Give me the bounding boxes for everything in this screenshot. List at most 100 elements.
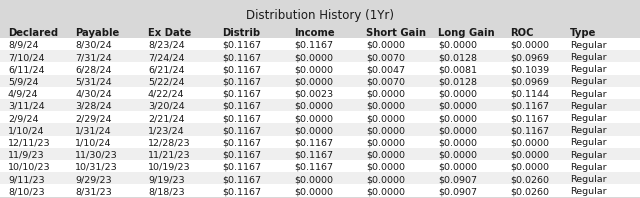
Text: $0.1167: $0.1167 <box>294 151 333 160</box>
Text: Regular: Regular <box>570 77 607 86</box>
Text: Regular: Regular <box>570 187 607 196</box>
Text: 6/28/24: 6/28/24 <box>75 65 111 74</box>
Text: $0.0000: $0.0000 <box>438 41 477 50</box>
Bar <box>0 50 640 62</box>
Text: 3/28/24: 3/28/24 <box>75 102 111 111</box>
Text: 9/19/23: 9/19/23 <box>148 175 184 184</box>
Text: Regular: Regular <box>570 65 607 74</box>
Text: $0.0070: $0.0070 <box>366 77 405 86</box>
Text: $0.0260: $0.0260 <box>510 175 549 184</box>
Text: Ex Date: Ex Date <box>148 28 191 37</box>
Text: Payable: Payable <box>75 28 119 37</box>
Text: 8/9/24: 8/9/24 <box>8 41 38 50</box>
Text: 7/31/24: 7/31/24 <box>75 53 111 62</box>
Text: 12/11/23: 12/11/23 <box>8 138 51 148</box>
Bar <box>0 148 640 160</box>
Text: 8/23/24: 8/23/24 <box>148 41 184 50</box>
Text: Regular: Regular <box>570 175 607 184</box>
Text: 3/20/24: 3/20/24 <box>148 102 184 111</box>
Text: $0.1167: $0.1167 <box>510 102 549 111</box>
Text: $0.0000: $0.0000 <box>366 114 405 123</box>
Text: $0.0000: $0.0000 <box>438 90 477 99</box>
Text: $0.0000: $0.0000 <box>294 175 333 184</box>
Text: $0.0000: $0.0000 <box>294 65 333 74</box>
Text: $0.0000: $0.0000 <box>366 175 405 184</box>
Text: $0.0081: $0.0081 <box>438 65 477 74</box>
Text: $0.0000: $0.0000 <box>294 77 333 86</box>
Text: $0.0000: $0.0000 <box>294 102 333 111</box>
Text: $0.0000: $0.0000 <box>438 102 477 111</box>
Text: 2/29/24: 2/29/24 <box>75 114 111 123</box>
Text: $0.0128: $0.0128 <box>438 77 477 86</box>
Text: $0.1167: $0.1167 <box>222 175 261 184</box>
Text: $0.1167: $0.1167 <box>222 77 261 86</box>
Text: $0.1039: $0.1039 <box>510 65 549 74</box>
Text: $0.0000: $0.0000 <box>294 187 333 196</box>
Text: Long Gain: Long Gain <box>438 28 495 37</box>
Text: 7/24/24: 7/24/24 <box>148 53 184 62</box>
Text: 5/9/24: 5/9/24 <box>8 77 38 86</box>
Text: 6/11/24: 6/11/24 <box>8 65 45 74</box>
Text: $0.1167: $0.1167 <box>222 114 261 123</box>
Bar <box>0 111 640 123</box>
Text: $0.0000: $0.0000 <box>366 90 405 99</box>
Text: $0.1167: $0.1167 <box>222 41 261 50</box>
Text: $0.0000: $0.0000 <box>510 151 549 160</box>
Text: 1/31/24: 1/31/24 <box>75 126 111 135</box>
Text: $0.0969: $0.0969 <box>510 77 549 86</box>
Text: 8/30/24: 8/30/24 <box>75 41 111 50</box>
Text: $0.0000: $0.0000 <box>438 151 477 160</box>
Text: $0.0000: $0.0000 <box>510 163 549 172</box>
Bar <box>0 24 640 38</box>
Text: Regular: Regular <box>570 90 607 99</box>
Text: 12/28/23: 12/28/23 <box>148 138 191 148</box>
Text: 1/23/24: 1/23/24 <box>148 126 184 135</box>
Text: $0.0047: $0.0047 <box>366 65 405 74</box>
Text: $0.0907: $0.0907 <box>438 175 477 184</box>
Text: 9/29/23: 9/29/23 <box>75 175 111 184</box>
Text: ROC: ROC <box>510 28 534 37</box>
Text: 8/10/23: 8/10/23 <box>8 187 45 196</box>
Text: $0.1167: $0.1167 <box>222 151 261 160</box>
Text: 11/21/23: 11/21/23 <box>148 151 191 160</box>
Text: Regular: Regular <box>570 53 607 62</box>
Text: $0.0969: $0.0969 <box>510 53 549 62</box>
Text: 11/30/23: 11/30/23 <box>75 151 118 160</box>
Text: 5/31/24: 5/31/24 <box>75 77 111 86</box>
Text: $0.0000: $0.0000 <box>438 138 477 148</box>
Text: $0.0260: $0.0260 <box>510 187 549 196</box>
Text: Regular: Regular <box>570 126 607 135</box>
Text: Regular: Regular <box>570 151 607 160</box>
Text: $0.0000: $0.0000 <box>366 126 405 135</box>
Text: Distribution History (1Yr): Distribution History (1Yr) <box>246 9 394 22</box>
Bar <box>0 87 640 99</box>
Text: $0.1167: $0.1167 <box>222 163 261 172</box>
Text: $0.1167: $0.1167 <box>222 90 261 99</box>
Text: Regular: Regular <box>570 102 607 111</box>
Text: 10/19/23: 10/19/23 <box>148 163 191 172</box>
Text: $0.1167: $0.1167 <box>294 41 333 50</box>
Text: 1/10/24: 1/10/24 <box>8 126 45 135</box>
Text: 8/31/23: 8/31/23 <box>75 187 112 196</box>
Text: $0.0000: $0.0000 <box>294 53 333 62</box>
Text: 4/30/24: 4/30/24 <box>75 90 111 99</box>
Text: $0.1167: $0.1167 <box>510 126 549 135</box>
Text: Regular: Regular <box>570 163 607 172</box>
Text: $0.1144: $0.1144 <box>510 90 549 99</box>
Text: $0.0000: $0.0000 <box>294 114 333 123</box>
Text: $0.0000: $0.0000 <box>366 187 405 196</box>
Text: 8/18/23: 8/18/23 <box>148 187 184 196</box>
Text: Regular: Regular <box>570 41 607 50</box>
Text: Regular: Regular <box>570 138 607 148</box>
Bar <box>0 62 640 75</box>
Text: Type: Type <box>570 28 596 37</box>
Text: 10/31/23: 10/31/23 <box>75 163 118 172</box>
Text: $0.0000: $0.0000 <box>366 138 405 148</box>
Text: $0.0023: $0.0023 <box>294 90 333 99</box>
Text: $0.0000: $0.0000 <box>438 163 477 172</box>
Text: 11/9/23: 11/9/23 <box>8 151 45 160</box>
Text: $0.0128: $0.0128 <box>438 53 477 62</box>
Text: $0.0000: $0.0000 <box>294 126 333 135</box>
Text: Income: Income <box>294 28 335 37</box>
Text: $0.1167: $0.1167 <box>222 126 261 135</box>
